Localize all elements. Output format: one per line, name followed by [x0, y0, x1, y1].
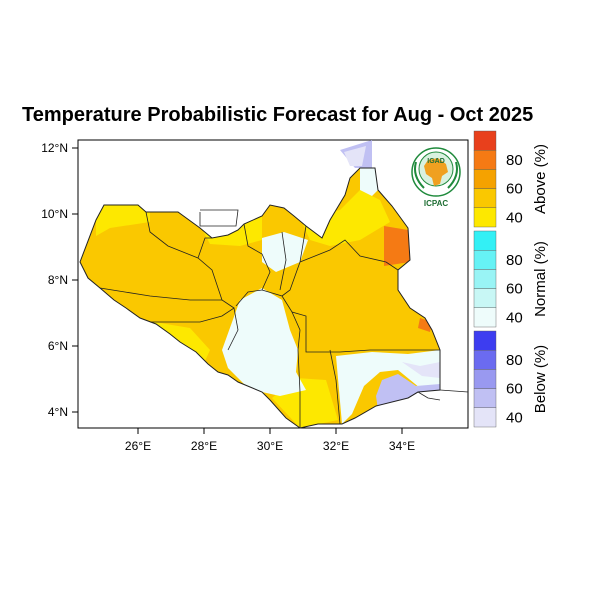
colorbar-swatch: [473, 130, 497, 151]
colorbar-tick-label: 80: [506, 252, 523, 269]
colorbar-swatch: [473, 207, 497, 228]
icpac-logo: IGAD ICPAC: [411, 147, 461, 208]
neighbour-borders: [407, 389, 469, 401]
y-tick-label: 8°N: [48, 273, 68, 287]
colorbar-swatch: [473, 350, 497, 370]
colorbar-swatch: [473, 188, 497, 209]
y-tick-label: 10°N: [41, 207, 68, 221]
y-tick-label: 12°N: [41, 141, 68, 155]
map-title: Temperature Probabilistic Forecast for A…: [22, 104, 534, 126]
colorbar-swatch: [473, 369, 497, 389]
y-axis: [72, 147, 78, 413]
colorbar-tick-label: 40: [506, 309, 523, 326]
colorbar-tick-label: 80: [506, 152, 523, 169]
africa-map-icon: [424, 158, 448, 186]
x-tick-label: 28°E: [191, 439, 217, 453]
colorbar: 80 60 40 Above (%) 80 60 40 Normal (%) 80 60 40 Bel…: [473, 130, 549, 428]
colorbar-swatch: [473, 269, 497, 289]
colorbar-swatch: [473, 249, 497, 270]
north-tip-patch-light: [344, 146, 366, 166]
x-tick-label: 32°E: [323, 439, 349, 453]
colorbar-swatch: [473, 307, 497, 328]
logo-text-top: IGAD: [427, 158, 445, 165]
colorbar-tick-label: 60: [506, 381, 523, 398]
colorbar-tick-label: 60: [506, 281, 523, 298]
colorbar-swatch: [473, 149, 497, 170]
laurel-icon: [414, 161, 458, 189]
state-boundaries: [99, 209, 440, 428]
x-tick-label: 26°E: [125, 439, 151, 453]
colorbar-swatch: [473, 288, 497, 309]
country-outline: [79, 167, 441, 429]
colorbar-group-title: Below (%): [532, 345, 549, 413]
logo-text-bottom: ICPAC: [424, 199, 449, 208]
colorbar-swatch: [473, 330, 497, 351]
y-tick-label: 6°N: [48, 339, 68, 353]
colorbar-group-title: Above (%): [532, 144, 549, 214]
colorbar-swatch: [473, 407, 497, 428]
colorbar-swatch: [473, 388, 497, 409]
colorbar-tick-label: 80: [506, 352, 523, 369]
colorbar-swatch: [473, 230, 497, 251]
colorbar-swatch: [473, 169, 497, 189]
x-tick-label: 30°E: [257, 439, 283, 453]
colorbar-group-title: Normal (%): [532, 241, 549, 317]
colorbar-tick-label: 40: [506, 209, 523, 226]
x-tick-label: 34°E: [389, 439, 415, 453]
colorbar-tick-label: 60: [506, 181, 523, 198]
y-tick-label: 4°N: [48, 405, 68, 419]
plot-frame: [77, 139, 469, 429]
x-axis: [137, 428, 403, 434]
forecast-fill: [80, 168, 440, 428]
colorbar-tick-label: 40: [506, 409, 523, 426]
